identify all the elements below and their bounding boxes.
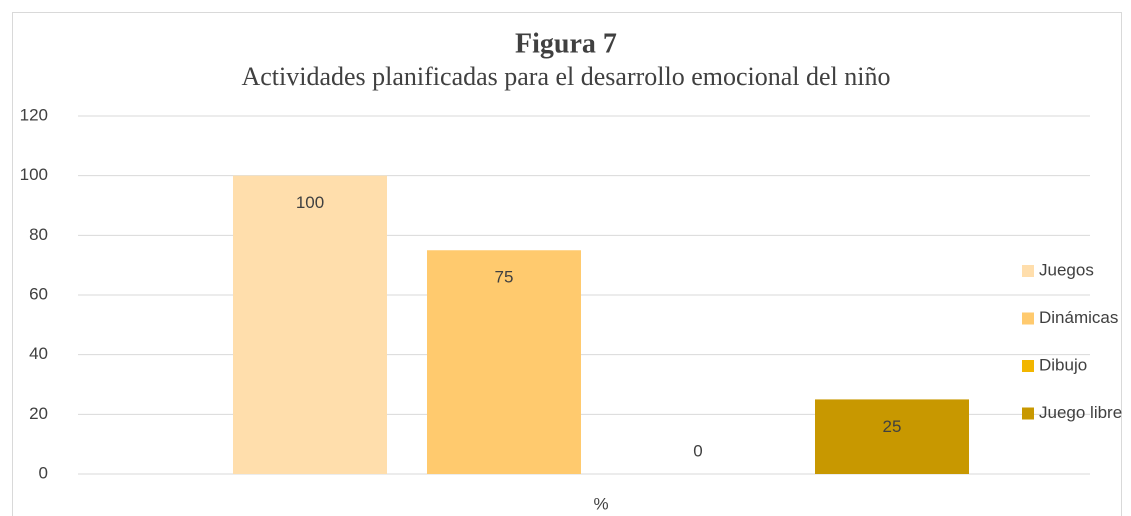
y-tick-label: 60 bbox=[29, 284, 48, 303]
bar bbox=[427, 250, 581, 474]
x-tick-label: % bbox=[593, 494, 608, 513]
data-label: 25 bbox=[883, 417, 902, 436]
y-tick-label: 40 bbox=[29, 344, 48, 363]
legend-swatch bbox=[1022, 407, 1034, 420]
legend-label: Juego libre bbox=[1039, 403, 1122, 422]
bar bbox=[815, 399, 969, 474]
y-tick-label: 100 bbox=[20, 165, 48, 184]
legend-label: Dinámicas bbox=[1039, 308, 1118, 327]
chart-subtitle: Actividades planificadas para el desarro… bbox=[241, 62, 890, 91]
legend-label: Juegos bbox=[1039, 260, 1094, 279]
y-tick-label: 20 bbox=[29, 404, 48, 423]
y-tick-label: 0 bbox=[39, 463, 48, 482]
data-label: 75 bbox=[495, 268, 514, 287]
legend-swatch bbox=[1022, 312, 1034, 325]
chart-title: Figura 7 bbox=[515, 28, 617, 59]
legend-swatch bbox=[1022, 360, 1034, 372]
legend-label: Dibujo bbox=[1039, 355, 1087, 374]
data-label: 0 bbox=[693, 441, 702, 460]
bar bbox=[233, 175, 387, 474]
legend-swatch bbox=[1022, 265, 1034, 277]
y-tick-label: 80 bbox=[29, 225, 48, 244]
y-tick-label: 120 bbox=[20, 105, 48, 124]
data-label: 100 bbox=[296, 193, 324, 212]
